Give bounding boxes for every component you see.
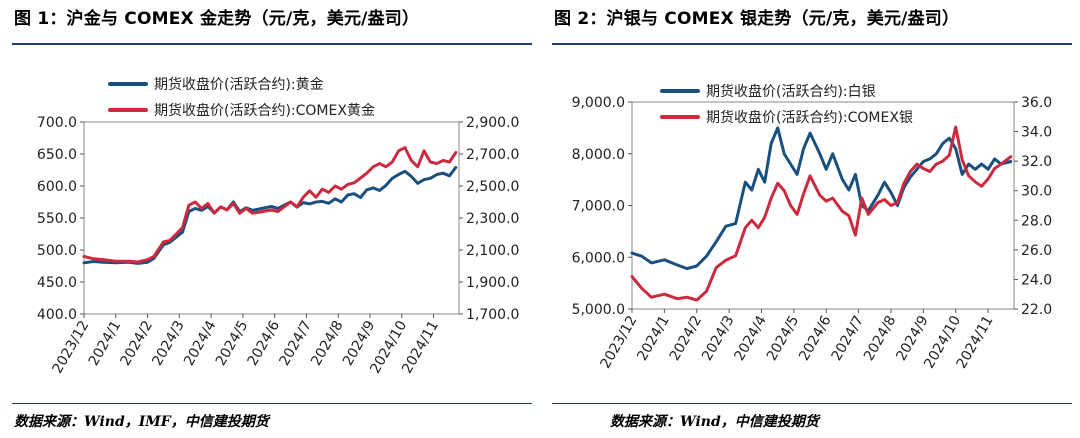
gold-left-tick-label: 650.0: [37, 147, 77, 163]
silver-series-line-comex: [630, 125, 1013, 302]
silver-right-tick-label: 32.0: [1021, 154, 1052, 170]
gold-right-tick-label: 1,900.0: [466, 275, 519, 291]
gold-panel: 图 1：沪金与 COMEX 金走势（元/克，美元/盎司） 400.0 450.0 5…: [12, 0, 532, 438]
gold-title-rule: [12, 43, 532, 45]
silver-x-tick-label: 2023/12: [598, 313, 641, 371]
silver-left-tick-label: 5,000.0: [572, 302, 625, 318]
silver-left-tick-label: 9,000.0: [572, 95, 625, 111]
gold-right-tick-label: 2,700.0: [466, 147, 519, 163]
silver-bottom-rule: [552, 403, 1072, 404]
gold-chart-title: 图 1：沪金与 COMEX 金走势（元/克，美元/盎司）: [14, 9, 420, 29]
silver-right-tick-label: 30.0: [1021, 184, 1052, 200]
silver-source-note: 数据来源：Wind，中信建投期货: [610, 414, 819, 430]
gold-right-tick-label: 2,100.0: [466, 243, 519, 259]
silver-right-tick-label: 24.0: [1021, 272, 1052, 288]
silver-left-tick-label: 8,000.0: [572, 147, 625, 163]
silver-right-tick-label: 26.0: [1021, 243, 1052, 259]
silver-legend-label: 期货收盘价(活跃合约):白银: [706, 83, 876, 100]
gold-right-tick-label: 2,900.0: [466, 115, 519, 131]
gold-left-tick-label: 550.0: [37, 211, 77, 227]
gold-legend-label: 期货收盘价(活跃合约):黄金: [154, 76, 324, 93]
silver-right-tick-label: 28.0: [1021, 213, 1052, 229]
silver-chart: 5,000.0 6,000.0 7,000.0 8,000.0 9,000.0 22.0 2…: [572, 83, 1053, 371]
silver-chart-title: 图 2：沪银与 COMEX 银走势（元/克，美元/盎司）: [554, 9, 960, 29]
silver-right-tick-label: 36.0: [1021, 95, 1052, 111]
gold-left-tick-label: 450.0: [37, 275, 77, 291]
gold-source-note: 数据来源：Wind，IMF，中信建投期货: [14, 414, 269, 430]
silver-left-tick-label: 6,000.0: [572, 250, 625, 266]
gold-legend-label: 期货收盘价(活跃合约):COMEX黄金: [154, 102, 375, 119]
gold-right-tick-label: 1,700.0: [466, 307, 519, 323]
silver-right-tick-label: 22.0: [1021, 302, 1052, 318]
silver-right-tick-label: 34.0: [1021, 125, 1052, 141]
gold-left-tick-label: 700.0: [37, 115, 77, 131]
gold-right-tick-label: 2,500.0: [466, 179, 519, 195]
gold-series-line-comex: [82, 146, 458, 264]
gold-x-tick-label: 2023/12: [50, 318, 93, 376]
gold-left-tick-label: 400.0: [37, 307, 77, 323]
gold-left-tick-label: 600.0: [37, 179, 77, 195]
silver-legend-label: 期货收盘价(活跃合约):COMEX银: [706, 109, 913, 126]
silver-title-rule: [552, 43, 1072, 45]
gold-left-tick-label: 500.0: [37, 243, 77, 259]
gold-chart: 400.0 450.0 500.0 550.0 600.0 650.0 700.0 1,700…: [37, 76, 520, 376]
gold-plot-frame: [83, 121, 460, 315]
gold-series-line-domestic: [82, 165, 458, 265]
gold-bottom-rule: [12, 403, 532, 404]
silver-series-line-domestic: [630, 126, 1013, 271]
silver-panel: 图 2：沪银与 COMEX 银走势（元/克，美元/盎司） 5,000.0 6,00…: [552, 0, 1072, 438]
silver-left-tick-label: 7,000.0: [572, 199, 625, 215]
gold-right-tick-label: 2,300.0: [466, 211, 519, 227]
